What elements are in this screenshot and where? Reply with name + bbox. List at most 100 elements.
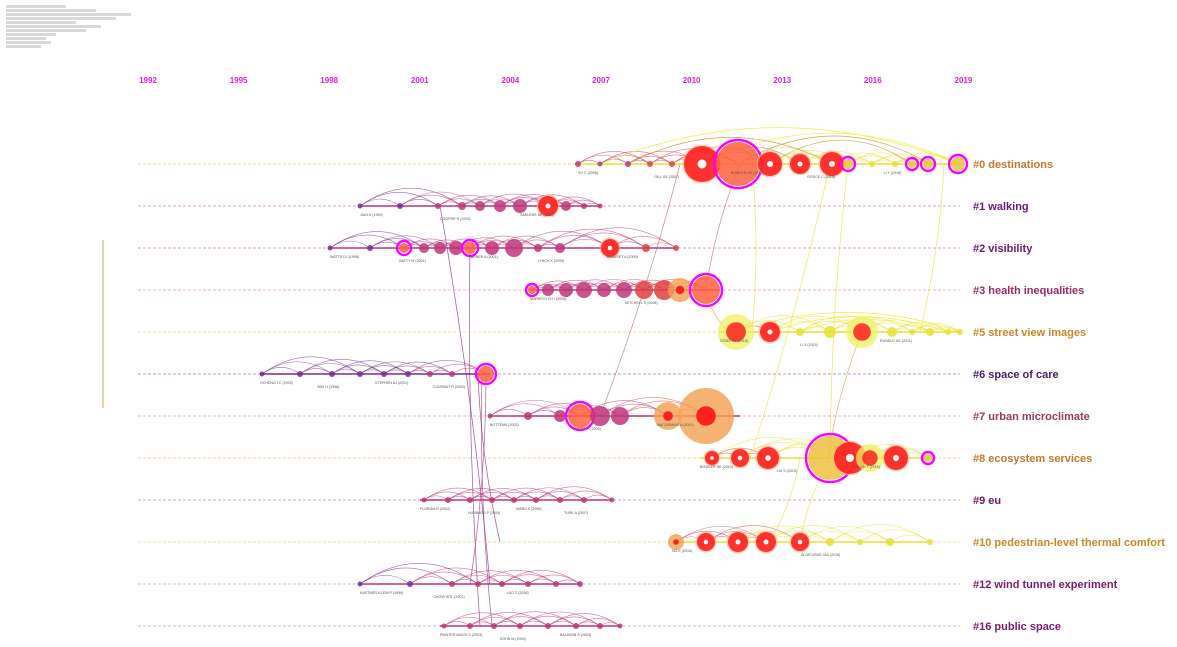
node-c9-2[interactable]: [467, 497, 473, 503]
node-c12-4[interactable]: [499, 581, 505, 587]
node-label-c3-1[interactable]: MITCHELL R (2008): [625, 301, 658, 305]
node-c1-1[interactable]: [397, 203, 403, 209]
node-c7-5[interactable]: [611, 407, 629, 425]
node-label-c5-1[interactable]: LI X (2015): [800, 343, 818, 347]
node-c3-8[interactable]: [668, 278, 692, 302]
node-label-c6-0[interactable]: OCHENG TC (2002): [260, 381, 293, 385]
node-label-c10-1[interactable]: ALGECIRAS JAA (2016): [801, 553, 840, 557]
cluster-label-c16[interactable]: #16 public space: [973, 621, 1061, 633]
node-c9-7[interactable]: [581, 497, 587, 503]
node-c3-5[interactable]: [616, 282, 632, 298]
node-c6-3[interactable]: [357, 371, 363, 377]
node-c5-8[interactable]: [945, 329, 951, 335]
node-c7-4[interactable]: [590, 406, 610, 426]
node-label-c0-0[interactable]: YU C (2008): [578, 171, 598, 175]
cluster-label-c12[interactable]: #12 wind tunnel experiment: [973, 579, 1118, 591]
node-c2-9[interactable]: [534, 244, 542, 252]
node-c6-0[interactable]: [259, 371, 265, 377]
node-c0-12[interactable]: [892, 161, 898, 167]
node-c2-8[interactable]: [505, 239, 523, 257]
node-c2-0[interactable]: [327, 245, 333, 251]
node-c8-5[interactable]: [856, 444, 884, 472]
node-label-c0-4[interactable]: LI Y (2018): [884, 171, 902, 175]
node-label-c8-1[interactable]: LIU S (2015): [777, 469, 797, 473]
node-c16-7[interactable]: [617, 623, 623, 629]
node-label-c10-0[interactable]: NG E (2010): [672, 549, 692, 553]
node-c8-1[interactable]: [729, 447, 751, 469]
node-c12-1[interactable]: [407, 581, 413, 587]
node-label-c1-0[interactable]: JIAN H (1999): [360, 213, 383, 217]
node-c0-5[interactable]: [682, 144, 722, 184]
node-c3-4[interactable]: [597, 283, 611, 297]
cluster-label-c0[interactable]: #0 destinations: [973, 159, 1053, 171]
node-label-c6-3[interactable]: COURANT R (2002): [433, 385, 466, 389]
node-c1-8[interactable]: [561, 201, 571, 211]
node-c3-1[interactable]: [542, 284, 554, 296]
node-label-c9-0[interactable]: FLORIDA R (2002): [420, 507, 450, 511]
node-c0-8[interactable]: [788, 152, 812, 176]
node-c1-10[interactable]: [597, 203, 603, 209]
node-label-c9-1[interactable]: HUBBARD P (2004): [468, 511, 500, 515]
node-c9-4[interactable]: [511, 497, 517, 503]
node-c3-3[interactable]: [576, 282, 592, 298]
node-label-c1-2[interactable]: SAELENS BE (2003): [520, 213, 554, 217]
node-label-c12-0[interactable]: KASTNER-KLEIN P (1999): [360, 591, 403, 595]
node-c3-7[interactable]: [654, 280, 674, 300]
node-c6-5[interactable]: [405, 371, 411, 377]
node-c12-5[interactable]: [525, 581, 531, 587]
node-c16-6[interactable]: [597, 623, 603, 629]
node-c12-0[interactable]: [357, 581, 363, 587]
cluster-label-c8[interactable]: #8 ecosystem services: [973, 453, 1092, 465]
node-c2-3[interactable]: [419, 243, 429, 253]
node-c10-4[interactable]: [789, 531, 811, 553]
node-c10-6[interactable]: [857, 539, 863, 545]
node-c16-0[interactable]: [441, 623, 447, 629]
node-c2-12[interactable]: [642, 244, 650, 252]
node-label-c8-2[interactable]: ZOLCH T (2016): [853, 465, 880, 469]
node-c0-15[interactable]: [947, 153, 969, 175]
cluster-label-c1[interactable]: #1 walking: [973, 201, 1029, 213]
node-c0-13[interactable]: [904, 156, 920, 172]
node-c0-4[interactable]: [669, 161, 675, 167]
node-label-c2-3[interactable]: LYNCH K (2005): [538, 259, 565, 263]
node-c7-2[interactable]: [554, 410, 566, 422]
node-label-c2-4[interactable]: CLAUSET A (2009): [607, 255, 638, 259]
cluster-labels[interactable]: #0 destinations #1 walking #2 visibility #3…: [973, 159, 1165, 633]
node-c0-3[interactable]: [647, 161, 653, 167]
node-c7-1[interactable]: [524, 412, 532, 420]
node-label-c0-3[interactable]: ROSCE C (2016): [807, 175, 835, 179]
node-c6-8[interactable]: [474, 362, 498, 386]
node-c0-1[interactable]: [597, 161, 603, 167]
node-c0-11[interactable]: [869, 161, 875, 167]
node-label-c5-0[interactable]: GONG FY (2018): [720, 339, 748, 343]
node-c0-7[interactable]: [756, 150, 784, 178]
node-c10-5[interactable]: [826, 538, 834, 546]
node-c6-2[interactable]: [329, 371, 335, 377]
node-c0-0[interactable]: [575, 161, 581, 167]
citation-nodes[interactable]: YU C (2008) GILL SE (2007) BOWLER DE (2010…: [259, 138, 969, 641]
node-c16-3[interactable]: [517, 623, 523, 629]
cluster-label-c5[interactable]: #5 street view images: [973, 327, 1086, 339]
node-c1-4[interactable]: [475, 201, 485, 211]
node-c5-1[interactable]: [758, 320, 782, 344]
node-c12-7[interactable]: [577, 581, 583, 587]
node-label-c6-1[interactable]: BIKI H (1996): [318, 385, 340, 389]
node-c5-6[interactable]: [909, 329, 915, 335]
node-c2-7[interactable]: [485, 241, 499, 255]
node-c2-2[interactable]: [395, 239, 413, 257]
node-label-c0-2[interactable]: BOWLER DE (2010): [731, 171, 764, 175]
node-c2-10[interactable]: [555, 243, 565, 253]
node-c16-5[interactable]: [573, 623, 579, 629]
node-label-c9-2[interactable]: WARD K (2006): [516, 507, 542, 511]
node-c7-6[interactable]: [654, 402, 682, 430]
node-c2-5[interactable]: [449, 241, 463, 255]
node-label-c12-2[interactable]: LUO Z (2008): [507, 591, 529, 595]
node-c9-0[interactable]: [421, 497, 427, 503]
cluster-label-c3[interactable]: #3 health inequalities: [973, 285, 1084, 297]
node-c16-4[interactable]: [545, 623, 551, 629]
node-c0-2[interactable]: [625, 161, 631, 167]
node-c12-2[interactable]: [449, 581, 455, 587]
node-c10-8[interactable]: [927, 539, 933, 545]
node-c5-9[interactable]: [957, 329, 963, 335]
